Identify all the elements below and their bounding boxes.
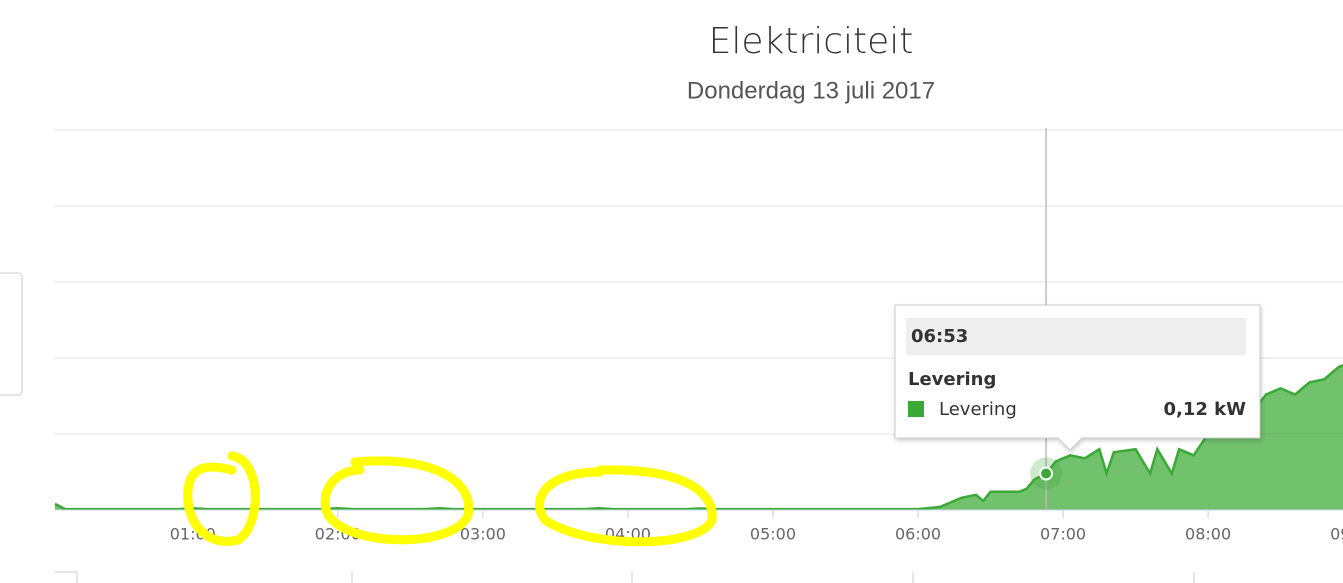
area <box>55 365 1343 510</box>
x-tick-label: 08:00 <box>1185 525 1231 544</box>
x-tick-label: 06:00 <box>895 525 941 544</box>
chart-subtitle: Donderdag 13 juli 2017 <box>687 77 935 104</box>
tooltip-series-name: Levering <box>939 399 1017 420</box>
tooltip-series-title: Levering <box>908 369 996 390</box>
x-tick-label: 07:00 <box>1040 525 1086 544</box>
x-tick-label: 09:00 <box>1330 525 1343 544</box>
chart-title: Elektriciteit <box>709 21 914 62</box>
highlight <box>535 465 717 547</box>
tooltip-header <box>906 318 1246 355</box>
annotations <box>183 451 717 547</box>
x-tick-label: 05:00 <box>750 525 796 544</box>
table-edge <box>55 571 1195 583</box>
hover-point <box>1039 466 1054 481</box>
tooltip: 06:53 Levering Levering 0,12 kW <box>894 304 1261 451</box>
highlight <box>183 451 260 546</box>
tooltip-value: 0,12 kW <box>1163 399 1246 420</box>
tooltip-time: 06:53 <box>911 326 968 347</box>
highlight <box>320 456 474 545</box>
side-button[interactable] <box>0 272 23 396</box>
tooltip-swatch <box>908 401 924 417</box>
x-tick-label: 03:00 <box>460 525 506 544</box>
